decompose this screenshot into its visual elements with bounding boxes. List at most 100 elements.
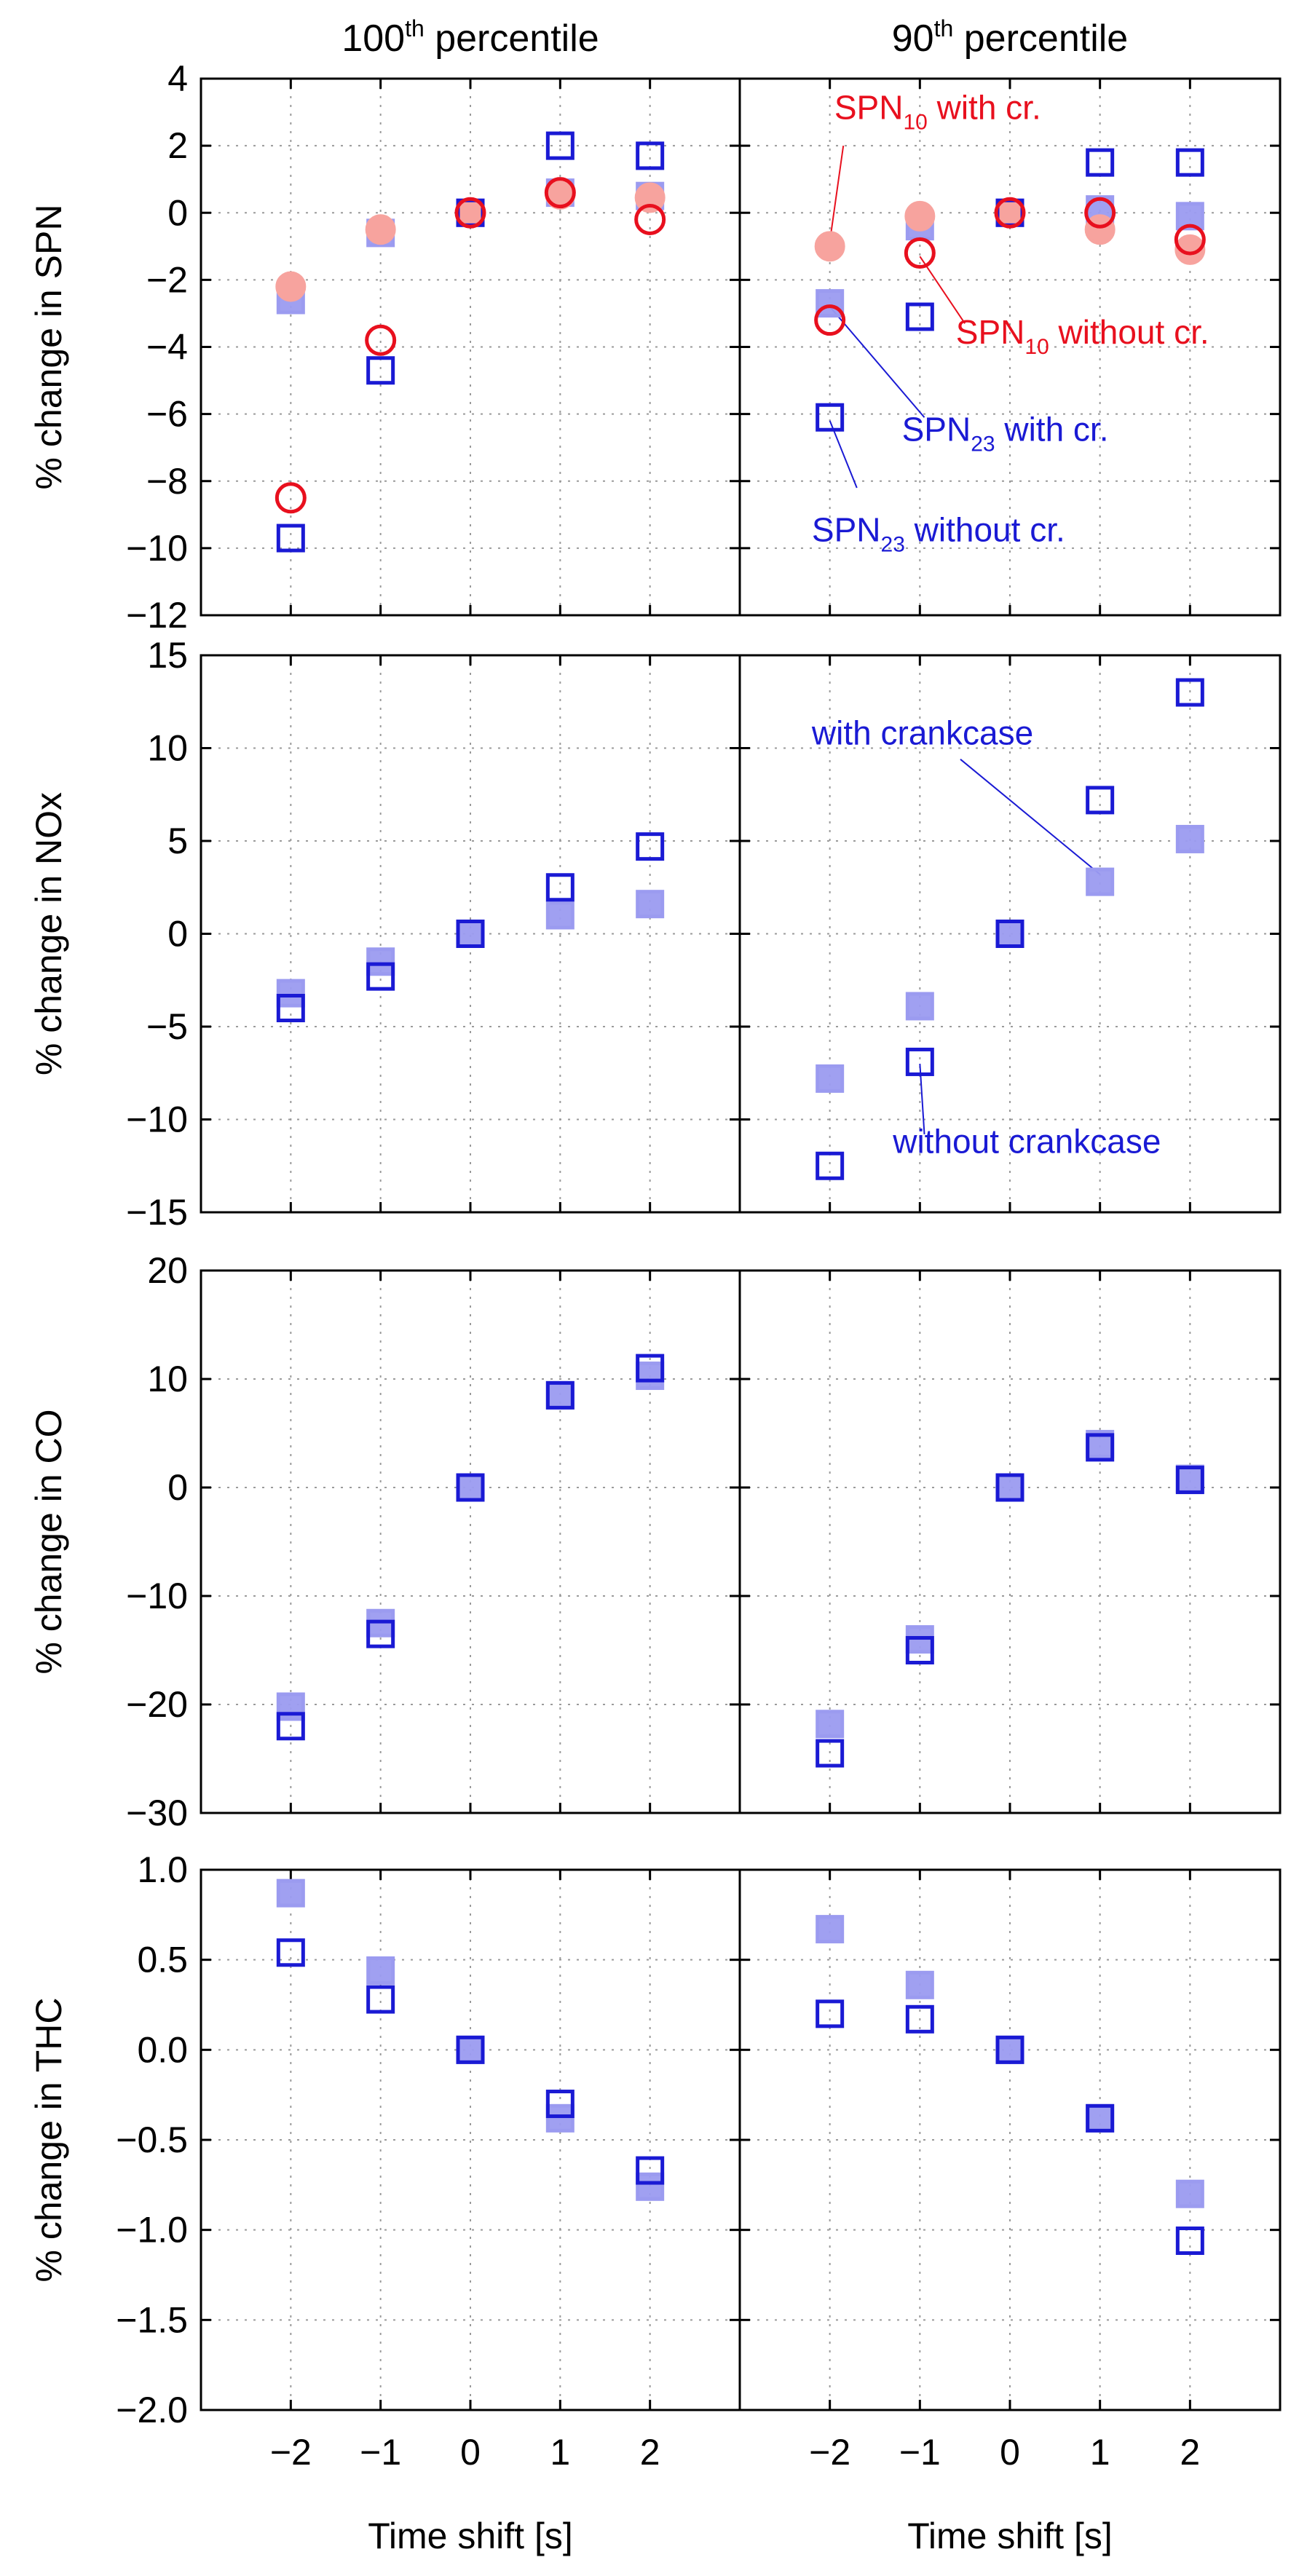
data-point — [816, 1739, 845, 1768]
y-tick-label: −12 — [126, 595, 188, 636]
data-point — [636, 2172, 665, 2201]
data-point — [456, 1473, 485, 1502]
data-point — [905, 1047, 934, 1076]
annotation-label: SPN10 with cr. — [834, 88, 1041, 134]
data-point — [366, 962, 395, 991]
data-point — [276, 1878, 305, 1908]
data-point — [1174, 234, 1206, 265]
y-tick-label: −1.0 — [116, 2210, 188, 2251]
data-point — [995, 2035, 1024, 2064]
data-point — [904, 200, 936, 232]
column-title-2: 90th percentile — [892, 15, 1128, 60]
annotation-label: with crankcase — [811, 714, 1033, 751]
data-point — [545, 901, 575, 930]
y-tick-label: 15 — [147, 635, 188, 676]
data-point — [276, 979, 305, 1008]
annotation-leader-line — [829, 420, 858, 489]
y-tick-label: −15 — [126, 1192, 188, 1233]
y-tick-label: −5 — [146, 1006, 188, 1047]
data-point — [905, 1636, 934, 1664]
data-point — [1175, 824, 1204, 853]
data-point — [636, 2156, 665, 2185]
data-point — [995, 1473, 1024, 1502]
plot-frame — [738, 77, 1282, 617]
data-point — [1175, 1464, 1204, 1493]
x-tick-label: −2 — [270, 2432, 312, 2473]
y-tick-label: 2 — [167, 125, 188, 166]
data-point — [905, 992, 934, 1021]
data-point — [1175, 678, 1204, 707]
data-point — [365, 214, 396, 245]
x-tick-label: 2 — [1180, 2432, 1200, 2473]
data-point — [456, 920, 485, 948]
panel-row-1-col-1 — [200, 77, 741, 617]
y-tick-label: −1.5 — [116, 2299, 188, 2340]
data-point — [995, 1473, 1024, 1502]
data-point — [995, 920, 1024, 948]
data-point — [366, 1985, 395, 2014]
data-point — [275, 482, 307, 514]
data-point — [816, 289, 845, 318]
data-point — [544, 177, 576, 209]
y-axis-label-row-2: % change in NOx — [28, 792, 69, 1075]
data-point — [454, 197, 486, 229]
y-axis-label-row-4: % change in THC — [28, 1998, 69, 2283]
annotation-label: SPN10 without cr. — [956, 313, 1209, 359]
data-point — [1086, 1433, 1115, 1462]
data-point — [276, 1712, 305, 1741]
data-point — [456, 2035, 485, 2064]
panel-row-3-col-2 — [738, 1269, 1282, 1814]
data-point — [816, 403, 845, 432]
data-point — [816, 1915, 845, 1944]
annotation-label: SPN23 with cr. — [902, 410, 1109, 456]
panel-row-3-col-1 — [200, 1269, 741, 1814]
data-point — [545, 131, 575, 160]
data-point — [636, 890, 665, 919]
data-point — [456, 920, 485, 948]
x-tick-label: −2 — [809, 2432, 850, 2473]
y-tick-label: 5 — [167, 821, 188, 861]
data-point — [366, 1956, 395, 1986]
data-point — [1086, 786, 1115, 815]
y-tick-label: 0 — [167, 1467, 188, 1508]
data-point — [1174, 224, 1206, 256]
y-tick-label: 10 — [147, 728, 188, 769]
data-point — [816, 1999, 845, 2028]
data-point — [1084, 214, 1116, 245]
data-point — [456, 2035, 485, 2064]
plot-frame — [738, 1269, 1282, 1814]
data-point — [634, 203, 666, 235]
data-point — [366, 1619, 395, 1648]
x-tick-label: 1 — [550, 2432, 570, 2473]
data-point — [545, 2103, 575, 2133]
data-point — [816, 1151, 845, 1180]
y-tick-label: −6 — [146, 394, 188, 435]
annotation-leader-line — [829, 306, 925, 418]
y-axis-label-row-3: % change in CO — [28, 1409, 69, 1674]
y-tick-label: 4 — [167, 58, 188, 99]
x-axis-label-col-2: Time shift [s] — [907, 2516, 1113, 2556]
data-point — [1086, 867, 1115, 896]
column-title-1: 100th percentile — [341, 15, 599, 60]
y-tick-label: −2.0 — [116, 2390, 188, 2430]
data-point — [634, 182, 666, 213]
panel-row-1-col-2: SPN10 with cr. SPN10 without cr. SPN23 wit… — [738, 77, 1282, 617]
data-point — [456, 1473, 485, 1502]
y-tick-label: −4 — [146, 327, 188, 368]
y-tick-label: 10 — [147, 1359, 188, 1399]
panel-row-4-col-2 — [738, 1868, 1282, 2411]
annotation-leader-line — [829, 145, 845, 242]
annotation-leader-line — [960, 759, 1101, 875]
data-point — [1086, 148, 1115, 177]
annotation-label: SPN23 without cr. — [812, 511, 1065, 557]
y-tick-label: −0.5 — [116, 2119, 188, 2160]
data-point — [276, 524, 305, 553]
x-tick-label: −1 — [360, 2432, 401, 2473]
data-point — [816, 1710, 845, 1739]
y-tick-label: −20 — [126, 1684, 188, 1725]
data-point — [636, 1354, 665, 1383]
y-tick-label: 0 — [167, 192, 188, 233]
y-tick-label: 1.0 — [137, 1849, 188, 1890]
y-tick-label: 0 — [167, 914, 188, 955]
